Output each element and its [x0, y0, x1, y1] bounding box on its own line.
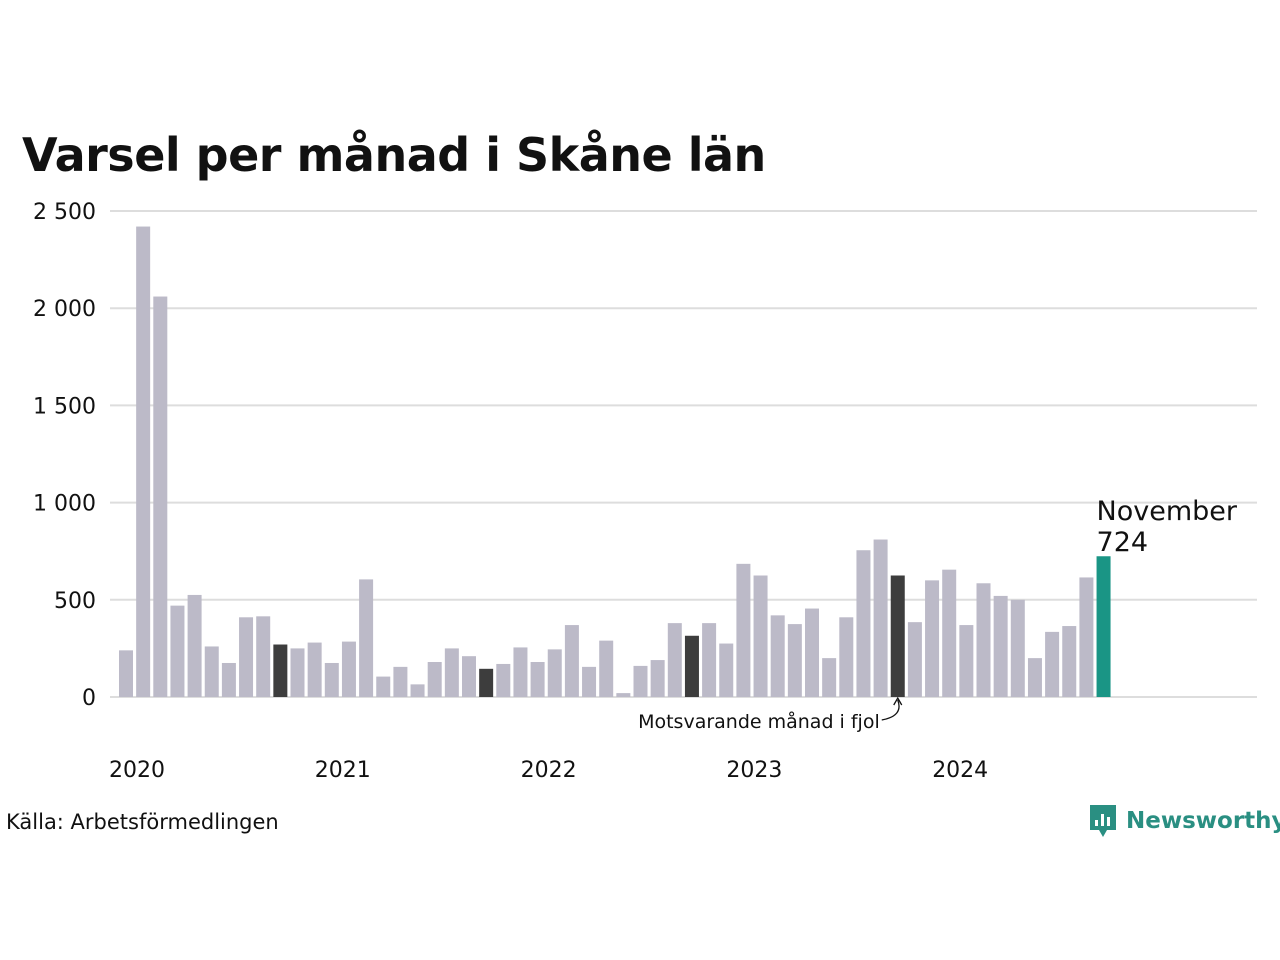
y-tick-label: 1 000: [33, 492, 96, 517]
x-tick-label: 2023: [726, 758, 782, 783]
bar: [341, 641, 356, 697]
bar: [890, 575, 905, 697]
y-tick-label: 2 500: [33, 200, 96, 225]
bar: [1079, 577, 1094, 697]
bar: [907, 622, 922, 697]
bar: [410, 684, 425, 697]
bar: [582, 666, 597, 697]
bar: [873, 539, 888, 697]
bar: [839, 617, 854, 697]
bar: [976, 583, 991, 697]
bar: [736, 563, 751, 697]
bar: [1027, 658, 1042, 697]
brand-name: Newsworthy: [1126, 808, 1280, 834]
current-month-label: November: [1097, 496, 1238, 527]
brand-logo[interactable]: Newsworthy: [1088, 803, 1280, 839]
bar: [256, 616, 271, 697]
bar: [290, 648, 305, 697]
bar: [599, 640, 614, 697]
bar: [925, 580, 940, 697]
bar: [136, 226, 151, 697]
bar: [1062, 626, 1077, 697]
bar: [462, 656, 476, 697]
bar: [273, 644, 288, 697]
bar: [770, 615, 785, 697]
bar: [822, 658, 837, 697]
current-value-label: 724: [1097, 527, 1149, 558]
x-tick-label: 2024: [932, 758, 988, 783]
bar: [153, 296, 168, 697]
bar: [239, 617, 254, 697]
bar: [856, 550, 871, 697]
x-tick-label: 2020: [109, 758, 165, 783]
bar: [667, 623, 682, 697]
bar: [324, 662, 339, 697]
bar: [119, 650, 133, 697]
bar: [1010, 599, 1025, 697]
bar: [496, 663, 511, 697]
annotation-arrowhead: [893, 696, 903, 706]
bar: [787, 624, 802, 697]
bar: [942, 569, 957, 697]
y-tick-label: 500: [54, 589, 96, 614]
bar: [616, 693, 631, 697]
y-axis: 0 500 1 000 1 500 2 000 2 500: [33, 200, 96, 711]
source-note: Källa: Arbetsförmedlingen: [6, 810, 279, 834]
bar: [564, 625, 579, 697]
bar: [1045, 631, 1060, 697]
bar: [479, 668, 494, 697]
bar: [650, 660, 665, 697]
bar: [307, 642, 322, 697]
bar: [513, 647, 528, 697]
bar: [444, 648, 459, 697]
bar: [376, 676, 391, 697]
bar: [702, 623, 717, 697]
chart-title: Varsel per månad i Skåne län: [22, 128, 766, 182]
bar: [719, 643, 734, 697]
bar: [359, 579, 374, 697]
bar: [187, 594, 202, 697]
y-tick-label: 1 500: [33, 394, 96, 419]
newsworthy-logo-icon: [1090, 805, 1116, 837]
bar: [170, 605, 185, 697]
annotation-arrow: [881, 699, 900, 721]
bar: [393, 666, 408, 697]
bar: [221, 662, 236, 697]
bars: [119, 226, 1111, 697]
x-tick-label: 2022: [521, 758, 577, 783]
bar: [684, 635, 699, 697]
bar: [427, 662, 442, 697]
bar: [805, 608, 819, 697]
bar: [530, 662, 545, 697]
previous-year-label: Motsvarande månad i fjol: [638, 710, 880, 733]
bar: [993, 595, 1008, 697]
bar: [959, 625, 974, 697]
x-tick-label: 2021: [315, 758, 371, 783]
bar: [753, 575, 768, 697]
bar: [1096, 556, 1111, 697]
x-axis: 2020 2021 2022 2023 2024: [109, 758, 988, 783]
y-tick-label: 2 000: [33, 297, 96, 322]
bar: [204, 646, 219, 697]
bar: [633, 665, 648, 697]
y-tick-label: 0: [82, 686, 96, 711]
bar: [547, 649, 562, 697]
